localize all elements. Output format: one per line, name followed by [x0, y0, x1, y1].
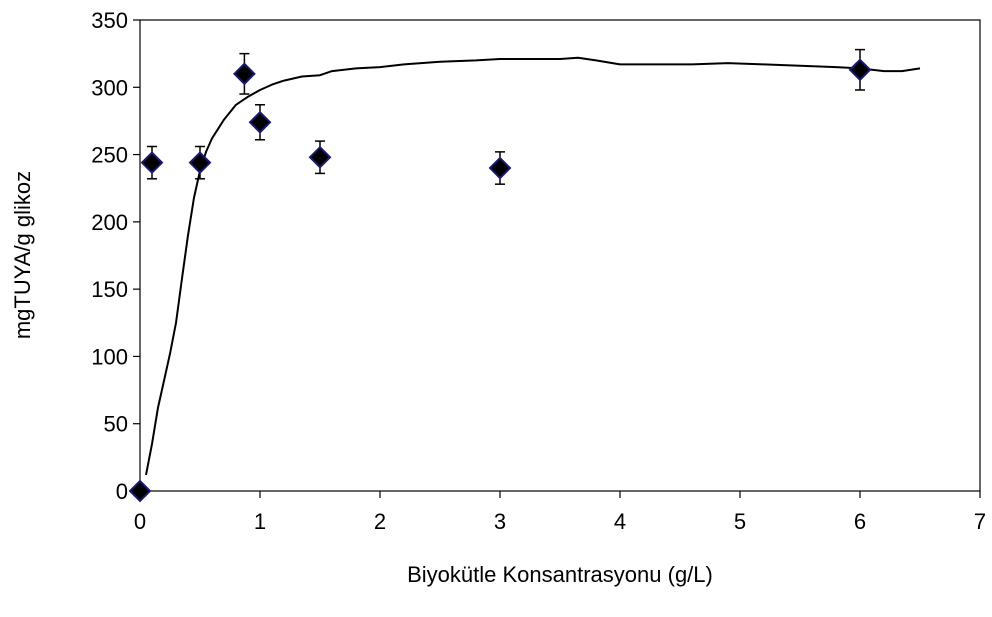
x-tick-label: 2: [374, 509, 386, 534]
x-tick-label: 0: [134, 509, 146, 534]
y-tick-label: 100: [91, 344, 128, 369]
x-axis-ticks: 0 1 2 3 4 5 6 7: [134, 491, 986, 534]
x-tick-label: 1: [254, 509, 266, 534]
data-point: [128, 479, 152, 503]
y-tick-label: 150: [91, 277, 128, 302]
y-tick-label: 250: [91, 143, 128, 168]
data-point: [488, 156, 512, 180]
x-tick-label: 3: [494, 509, 506, 534]
fit-curve: [145, 56, 921, 476]
x-tick-label: 4: [614, 509, 626, 534]
data-point: [232, 62, 256, 86]
data-point: [188, 151, 212, 175]
x-tick-label: 7: [974, 509, 986, 534]
y-tick-label: 350: [91, 8, 128, 33]
data-point: [308, 145, 332, 169]
fit-curve-layer: [145, 56, 921, 476]
y-tick-label: 0: [116, 479, 128, 504]
y-tick-label: 300: [91, 75, 128, 100]
data-point: [140, 151, 164, 175]
plot-area: [139, 19, 981, 492]
x-tick-label: 6: [854, 509, 866, 534]
y-tick-label: 50: [104, 412, 128, 437]
y-tick-label: 200: [91, 210, 128, 235]
y-axis-ticks: 0 50 100 150 200 250 300 350: [91, 8, 140, 504]
x-tick-label: 5: [734, 509, 746, 534]
y-axis-title: mgTUYA/g glikoz: [10, 171, 35, 339]
data-point: [248, 110, 272, 134]
x-axis-title: Biyokütle Konsantrasyonu (g/L): [407, 562, 713, 587]
data-points-layer: [128, 48, 872, 503]
data-point: [848, 58, 872, 82]
